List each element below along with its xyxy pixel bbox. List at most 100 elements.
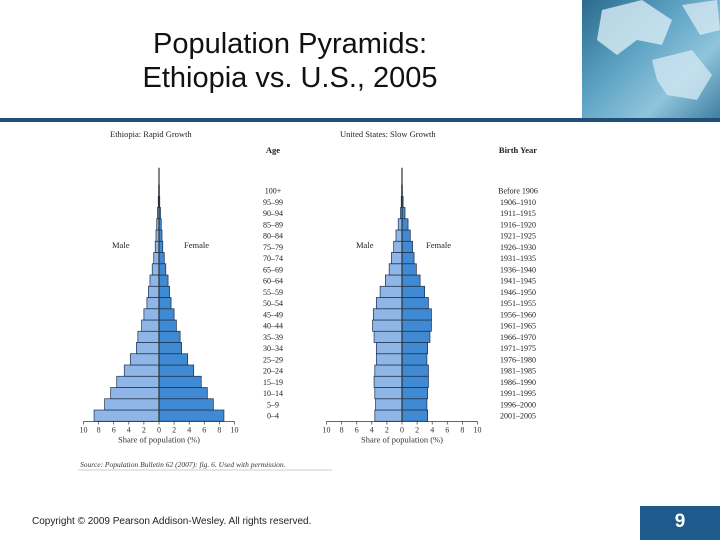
page-number-box: 9 xyxy=(640,506,720,540)
bar-male-0-12 xyxy=(149,274,160,287)
birth-year-label-11: 1946–1950 xyxy=(500,288,536,297)
bar-male-0-3 xyxy=(116,375,160,388)
bar-male-1-4 xyxy=(374,364,403,377)
age-label-0: 0–4 xyxy=(267,412,279,421)
bar-male-1-0 xyxy=(374,409,403,422)
birth-year-label-6: 1971–1975 xyxy=(500,344,536,353)
x-tick-label-1-1: 8 xyxy=(340,426,344,435)
bar-female-1-9 xyxy=(401,308,432,321)
x-tick-label-0-7: 4 xyxy=(187,426,191,435)
birth-year-header: Birth Year xyxy=(499,145,537,155)
age-label-15: 75–79 xyxy=(263,243,283,252)
bar-female-0-10 xyxy=(158,297,172,310)
age-label-12: 60–64 xyxy=(263,277,283,286)
landmass-shape-2 xyxy=(652,50,712,100)
x-tick-label-1-5: 0 xyxy=(400,426,404,435)
bar-male-1-13 xyxy=(388,263,403,276)
bar-male-1-15 xyxy=(393,240,403,253)
bar-male-1-1 xyxy=(375,398,403,411)
bar-male-1-3 xyxy=(373,375,403,388)
age-label-11: 55–59 xyxy=(263,288,283,297)
bar-male-1-10 xyxy=(375,297,403,310)
bar-male-1-2 xyxy=(374,387,403,400)
birth-year-label-8: 1961–1965 xyxy=(500,322,536,331)
bar-male-1-6 xyxy=(375,342,403,355)
x-tick-label-0-3: 4 xyxy=(127,426,131,435)
age-header: Age xyxy=(266,145,280,155)
bar-male-1-5 xyxy=(375,353,403,366)
bar-male-1-9 xyxy=(372,308,403,321)
header-rule xyxy=(0,118,720,122)
bar-female-0-14 xyxy=(158,252,165,265)
bar-male-0-7 xyxy=(137,330,160,343)
birth-year-label-12: 1941–1945 xyxy=(500,277,536,286)
age-label-9: 45–49 xyxy=(263,310,283,319)
bar-male-0-8 xyxy=(141,319,160,332)
bar-female-1-3 xyxy=(401,375,429,388)
bar-male-0-2 xyxy=(110,387,160,400)
age-label-18: 90–94 xyxy=(263,209,283,218)
x-tick-label-1-3: 4 xyxy=(370,426,374,435)
source-note: Source: Population Bulletin 62 (2007): f… xyxy=(80,460,286,469)
x-tick-label-1-4: 2 xyxy=(385,426,389,435)
landmass-shape-1 xyxy=(597,0,672,55)
x-tick-label-0-10: 10 xyxy=(231,426,239,435)
female-label-1: Female xyxy=(426,240,451,250)
bar-male-0-10 xyxy=(146,297,160,310)
birth-year-label-15: 1926–1930 xyxy=(500,243,536,252)
age-label-3: 15–19 xyxy=(263,378,283,387)
bar-female-1-14 xyxy=(401,252,415,265)
bar-male-1-11 xyxy=(379,285,403,298)
age-label-7: 35–39 xyxy=(263,333,283,342)
bar-female-0-3 xyxy=(158,375,202,388)
age-label-19: 95–99 xyxy=(263,198,283,207)
x-tick-label-0-0: 10 xyxy=(80,426,88,435)
birth-year-label-5: 1976–1980 xyxy=(500,355,536,364)
bar-female-1-4 xyxy=(401,364,429,377)
x-tick-label-0-2: 6 xyxy=(112,426,116,435)
bar-female-1-13 xyxy=(401,263,417,276)
bar-female-1-1 xyxy=(401,398,428,411)
bar-female-0-6 xyxy=(158,342,182,355)
age-label-1: 5–9 xyxy=(267,400,279,409)
slide-title-line-1: Population Pyramids: xyxy=(152,28,428,60)
age-label-2: 10–14 xyxy=(263,389,283,398)
bar-female-1-5 xyxy=(401,353,428,366)
bar-female-0-7 xyxy=(158,330,181,343)
bar-female-1-12 xyxy=(401,274,421,287)
birth-year-label-3: 1986–1990 xyxy=(500,378,536,387)
birth-year-label-7: 1966–1970 xyxy=(500,333,536,342)
age-label-13: 65–69 xyxy=(263,265,283,274)
bar-female-0-12 xyxy=(158,274,169,287)
birth-year-label-9: 1956–1960 xyxy=(500,310,536,319)
pyramid-title-0: Ethiopia: Rapid Growth xyxy=(110,129,192,139)
birth-year-label-4: 1981–1985 xyxy=(500,367,536,376)
x-tick-label-1-2: 6 xyxy=(355,426,359,435)
age-label-10: 50–54 xyxy=(263,299,283,308)
bar-female-1-15 xyxy=(401,240,413,253)
bar-male-1-7 xyxy=(373,330,403,343)
world-map-decoration xyxy=(582,0,720,118)
birth-year-label-18: 1911–1915 xyxy=(500,209,536,218)
bar-female-1-11 xyxy=(401,285,425,298)
bar-female-0-1 xyxy=(158,398,214,411)
birth-year-label-17: 1916–1920 xyxy=(500,220,536,229)
bar-female-1-6 xyxy=(401,342,429,355)
bar-female-0-2 xyxy=(158,387,208,400)
age-label-5: 25–29 xyxy=(263,355,283,364)
age-label-16: 80–84 xyxy=(263,232,283,241)
bar-male-0-9 xyxy=(143,308,160,321)
birth-year-label-2: 1991–1995 xyxy=(500,389,536,398)
bar-female-1-16 xyxy=(401,229,411,242)
map-image xyxy=(597,0,720,100)
bar-male-0-5 xyxy=(129,353,160,366)
bar-female-0-5 xyxy=(158,353,189,366)
bar-male-0-13 xyxy=(151,263,160,276)
bar-female-1-17 xyxy=(401,218,409,231)
x-axis-title-0: Share of population (%) xyxy=(118,435,200,445)
population-pyramids-chart: Ethiopia: Rapid Growth Male Female 10 8 6 4 2 0 2… xyxy=(78,129,538,471)
x-tick-label-1-8: 6 xyxy=(445,426,449,435)
bar-female-1-7 xyxy=(401,330,431,343)
copyright-notice: Copyright © 2009 Pearson Addison-Wesley.… xyxy=(32,516,312,527)
